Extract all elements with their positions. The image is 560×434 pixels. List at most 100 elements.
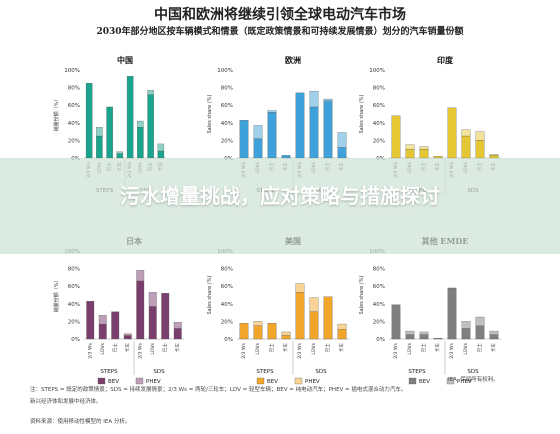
bar-phev — [148, 292, 157, 307]
bar-bev — [323, 100, 333, 159]
bar-bev — [391, 115, 401, 159]
chart-title: 中国和欧洲将继续引领全球电动汽车市场 — [154, 7, 406, 23]
x-tick-label: 巴士 — [420, 343, 427, 353]
bar-phev — [489, 330, 499, 335]
y-tick-label: 60% — [373, 103, 385, 109]
bar-phev — [173, 322, 182, 329]
legend-label: BEV — [267, 379, 278, 385]
bar-bev — [267, 112, 277, 159]
bar-bev — [106, 106, 113, 159]
bar-bev — [309, 311, 319, 340]
y-tick-label: 20% — [221, 138, 233, 144]
x-tick-label: 卡车 — [434, 343, 441, 353]
x-tick-label: 卡车 — [282, 343, 289, 353]
bar-bev — [148, 306, 157, 340]
bar-bev — [433, 337, 443, 340]
bar-phev — [475, 131, 485, 141]
x-tick-label: 巴士 — [161, 343, 168, 353]
y-tick-label: 40% — [221, 302, 233, 308]
y-tick-label: 0% — [71, 337, 80, 343]
bar-phev — [309, 90, 319, 108]
y-tick-label: 60% — [373, 284, 385, 290]
y-tick-label: 0% — [376, 337, 385, 343]
x-tick-label: LDVs — [100, 342, 106, 354]
bar-bev — [96, 135, 103, 159]
y-axis-title: Sales share (%) — [359, 275, 365, 314]
legend-swatch — [446, 377, 455, 385]
x-tick-label: 卡车 — [490, 343, 497, 353]
y-tick-label: 40% — [221, 121, 233, 127]
overlay-banner — [0, 158, 560, 254]
x-tick-label: LDVs — [311, 342, 317, 354]
y-axis-title: Sales share (%) — [359, 94, 365, 133]
bar-phev — [98, 315, 107, 325]
bar-phev — [136, 270, 145, 282]
x-tick-label: 2/3 Ws — [297, 342, 303, 358]
x-tick-label: LDVs — [255, 342, 261, 354]
y-axis-title: 销量份额（%） — [53, 97, 60, 132]
x-tick-label: LDVs — [463, 342, 469, 354]
bar-bev — [419, 334, 429, 340]
bar-bev — [267, 323, 277, 340]
group-label: STEPS — [408, 369, 426, 375]
footnote-line-2: 新兴经济体和发展中经济体。 — [30, 399, 102, 405]
panel-title: 中国 — [117, 55, 133, 65]
legend-label: BEV — [419, 379, 430, 385]
y-tick-label: 60% — [68, 103, 80, 109]
y-tick-label: 0% — [224, 337, 233, 343]
y-tick-label: 40% — [373, 121, 385, 127]
bar-bev — [405, 334, 415, 340]
bar-bev — [461, 328, 471, 340]
footnote-line-1: 注：STEPS = 既定的政策情景；SDS = 持续发展情景；2/3 Ws = … — [30, 387, 407, 393]
bar-phev — [123, 333, 132, 336]
legend-swatch — [294, 377, 303, 385]
bar-bev — [85, 83, 93, 159]
bar-bev — [239, 120, 249, 159]
bar-phev — [137, 120, 144, 128]
legend-label: PHEV — [146, 379, 161, 385]
bar-bev — [147, 94, 154, 159]
bar-bev — [126, 76, 134, 159]
y-tick-label: 20% — [221, 319, 233, 325]
bar-bev — [98, 323, 107, 340]
x-tick-label: 卡车 — [338, 343, 345, 353]
bar-phev — [157, 143, 165, 152]
bar-bev — [136, 280, 145, 340]
y-axis-title: Sales share (%) — [207, 275, 213, 314]
x-tick-label: 巴士 — [111, 343, 118, 353]
x-tick-label: 卡车 — [174, 343, 181, 353]
bar-phev — [323, 98, 333, 101]
x-tick-label: 2/3 Ws — [87, 342, 93, 358]
bar-bev — [337, 329, 347, 340]
bar-bev — [309, 106, 319, 159]
bar-bev — [281, 335, 291, 340]
y-tick-label: 100% — [217, 68, 233, 74]
x-tick-label: 巴士 — [476, 343, 483, 353]
bar-phev — [461, 321, 471, 329]
bar-phev — [337, 132, 347, 148]
legend-swatch — [256, 377, 265, 385]
legend-label: PHEV — [457, 379, 472, 385]
bar-phev — [461, 129, 471, 137]
y-tick-label: 100% — [369, 68, 385, 74]
group-label: SDS — [153, 369, 165, 375]
group-label: STEPS — [100, 369, 118, 375]
bar-bev — [161, 293, 170, 340]
bar-phev — [405, 330, 415, 335]
bar-bev — [157, 150, 165, 159]
bar-bev — [489, 334, 499, 340]
y-tick-label: 20% — [373, 138, 385, 144]
bar-bev — [173, 328, 182, 340]
legend-swatch — [135, 377, 144, 385]
bar-phev — [147, 90, 154, 95]
bar-bev — [295, 292, 305, 340]
x-tick-label: 2/3 Ws — [449, 342, 455, 358]
credit-text: IEA. 保留所有权利。 — [448, 377, 499, 383]
x-tick-label: 2/3 Ws — [393, 342, 399, 358]
legend-swatch — [97, 377, 106, 385]
bar-bev — [295, 92, 305, 159]
bar-phev — [281, 331, 291, 336]
x-tick-label: 巴士 — [268, 343, 275, 353]
x-tick-label: 卡车 — [124, 343, 131, 353]
bar-phev — [309, 297, 319, 312]
